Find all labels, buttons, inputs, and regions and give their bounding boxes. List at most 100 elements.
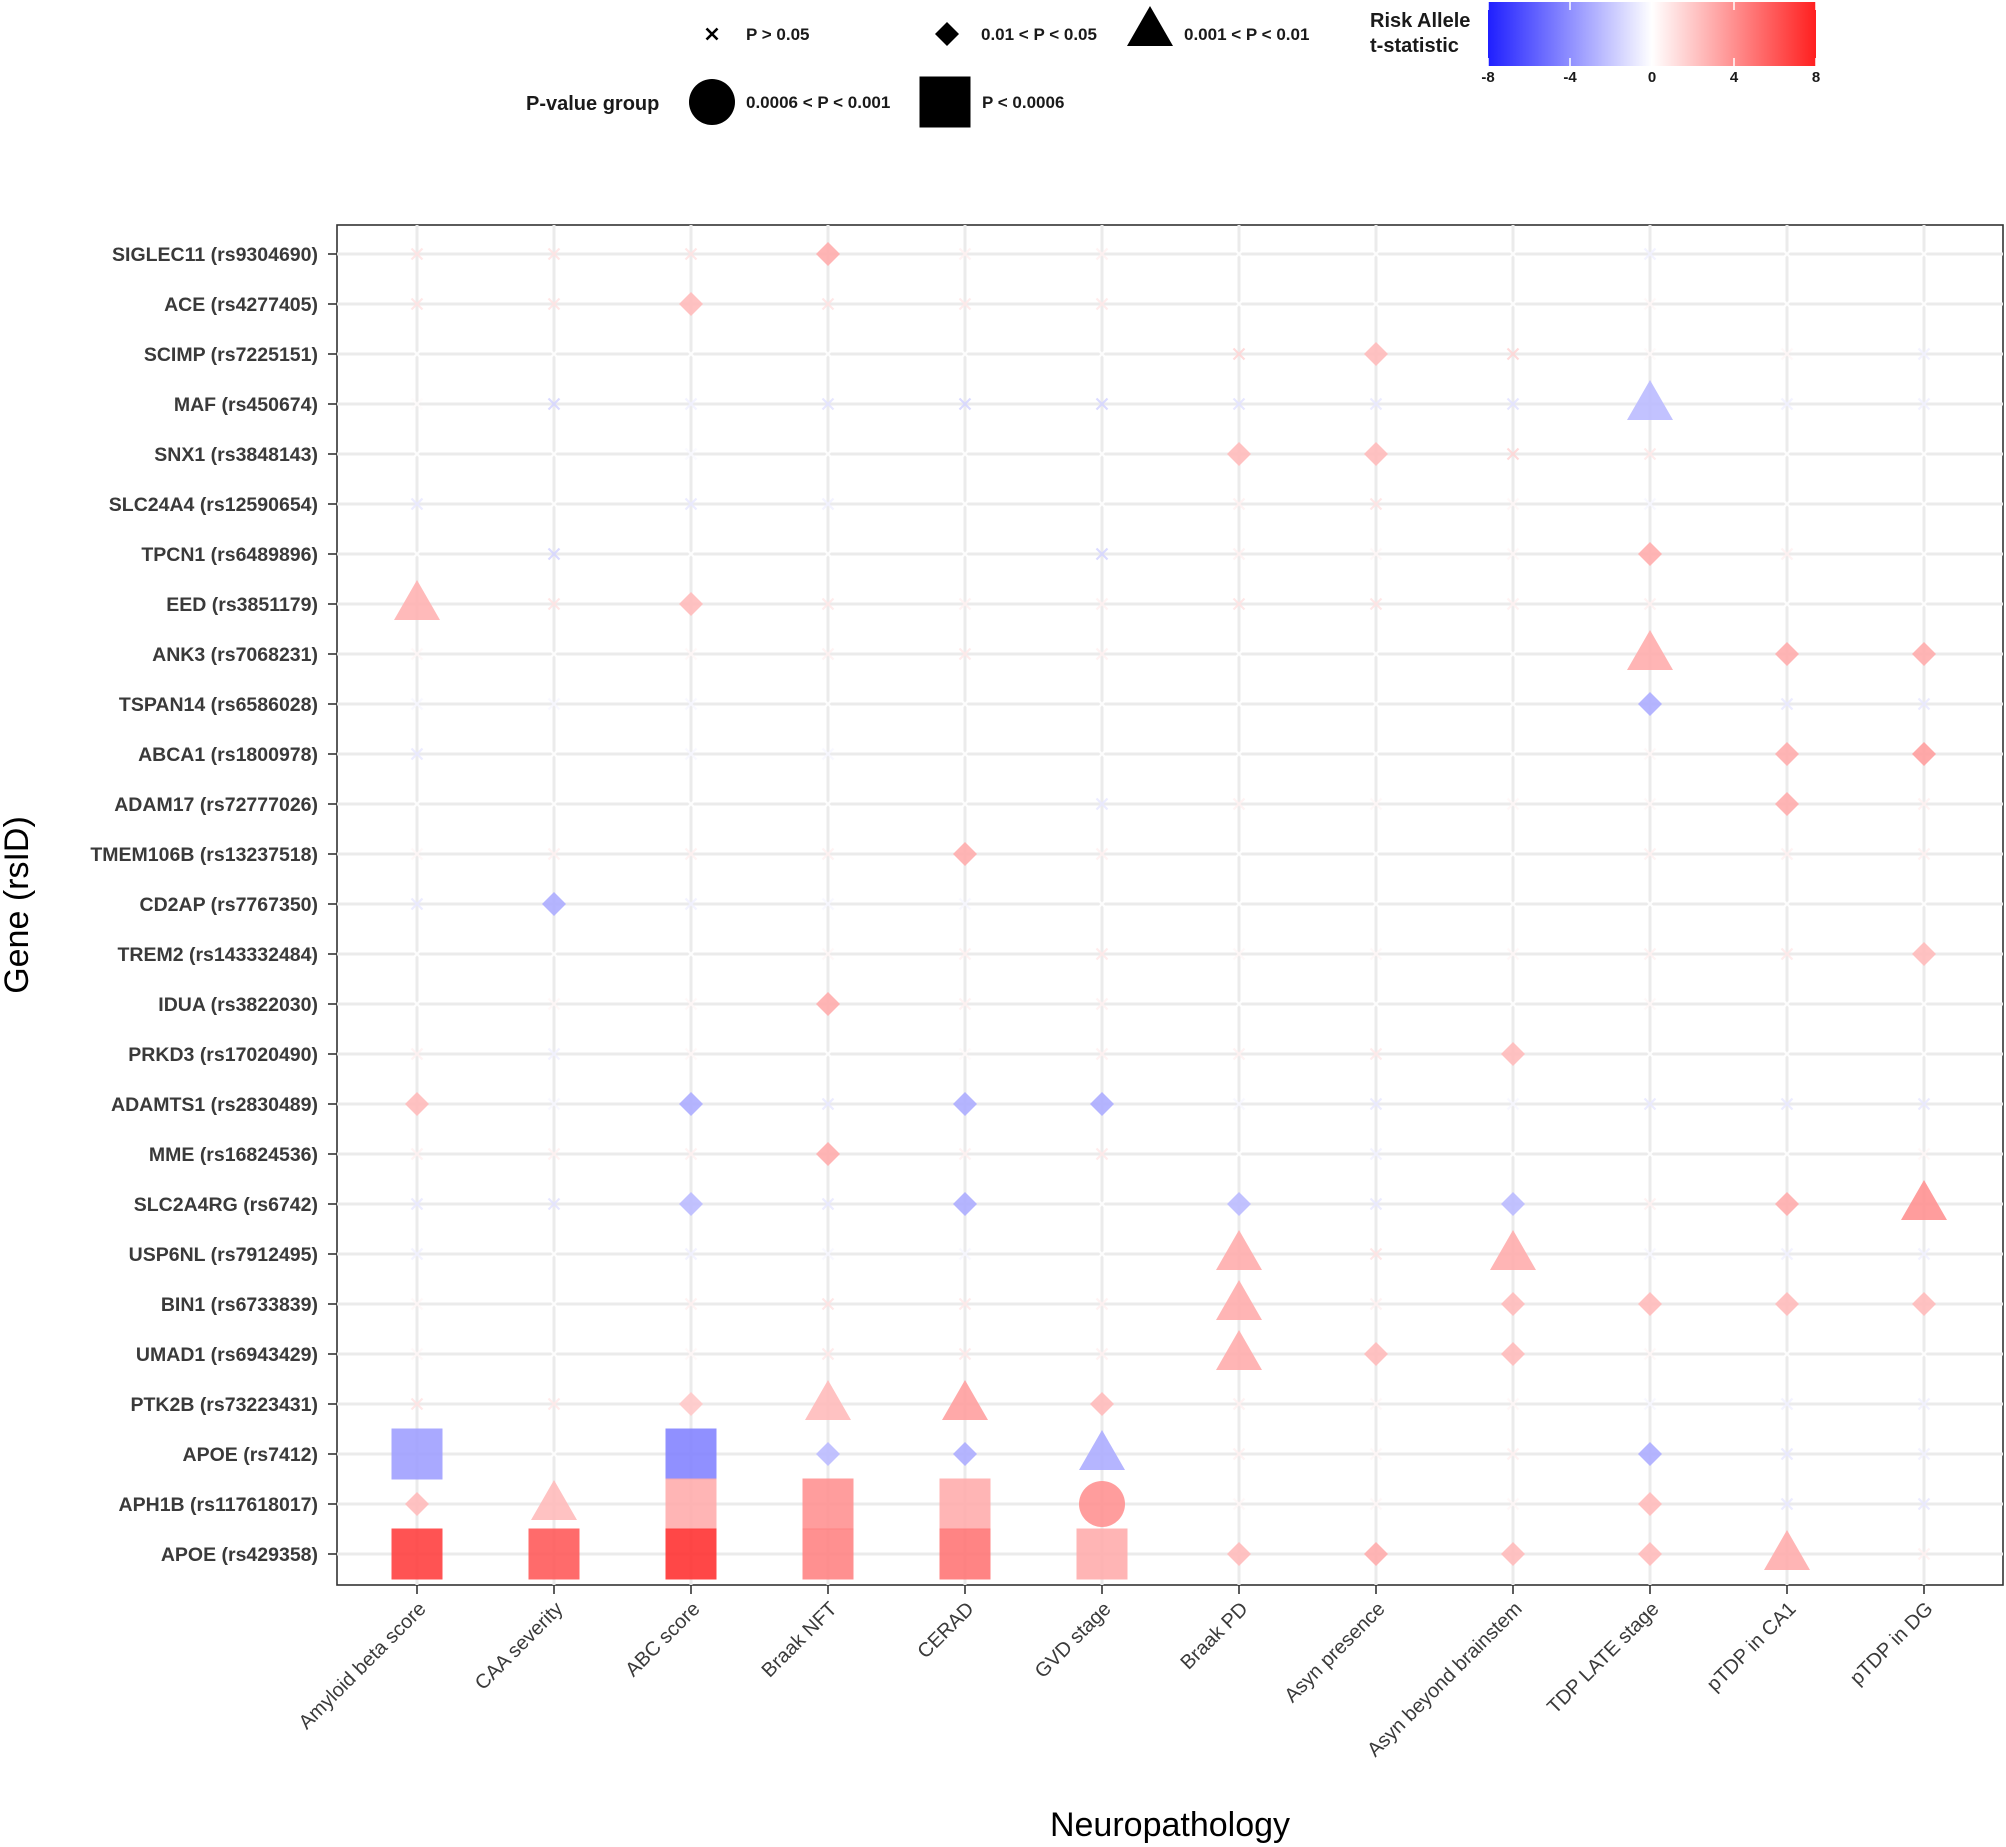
data-point bbox=[1369, 697, 1383, 711]
y-tick-label: SLC2A4RG (rs6742) bbox=[134, 1194, 318, 1216]
data-point bbox=[1506, 647, 1520, 661]
data-point bbox=[1364, 1542, 1388, 1566]
data-point bbox=[410, 347, 424, 361]
data-point bbox=[1917, 597, 1931, 611]
data-point bbox=[547, 697, 561, 711]
data-point bbox=[1917, 697, 1931, 711]
legend-key-shape bbox=[705, 27, 719, 41]
data-point bbox=[1369, 1147, 1383, 1161]
data-point bbox=[1501, 1042, 1525, 1066]
data-point bbox=[1506, 547, 1520, 561]
x-tick-label: Braak NFT bbox=[758, 1598, 842, 1682]
data-point bbox=[1369, 1097, 1383, 1111]
data-point bbox=[528, 1528, 580, 1580]
data-point bbox=[1369, 297, 1383, 311]
data-point bbox=[410, 247, 424, 261]
data-point bbox=[1369, 397, 1383, 411]
data-point bbox=[1095, 247, 1109, 261]
data-point bbox=[1095, 647, 1109, 661]
data-point bbox=[410, 397, 424, 411]
data-point bbox=[1917, 1547, 1931, 1561]
data-point bbox=[958, 897, 972, 911]
data-point bbox=[821, 1247, 835, 1261]
data-point bbox=[816, 992, 840, 1016]
data-point bbox=[547, 797, 561, 811]
data-point bbox=[953, 842, 977, 866]
data-point bbox=[1506, 447, 1520, 461]
data-point bbox=[1227, 1192, 1251, 1216]
y-tick-label: SLC24A4 (rs12590654) bbox=[109, 494, 318, 516]
data-point bbox=[1780, 1347, 1794, 1361]
data-point bbox=[1369, 497, 1383, 511]
data-point bbox=[1775, 1292, 1799, 1316]
data-point bbox=[1643, 247, 1657, 261]
data-points bbox=[391, 242, 1947, 1580]
y-tick-label: APH1B (rs117618017) bbox=[119, 1494, 318, 1516]
data-point bbox=[958, 1297, 972, 1311]
data-point bbox=[1079, 1430, 1125, 1470]
data-point bbox=[821, 1347, 835, 1361]
data-point bbox=[547, 1397, 561, 1411]
data-point bbox=[1780, 897, 1794, 911]
color-bar-tick-label: 4 bbox=[1730, 69, 1739, 86]
data-point bbox=[816, 1442, 840, 1466]
data-point bbox=[1780, 397, 1794, 411]
data-point bbox=[953, 1442, 977, 1466]
data-point bbox=[821, 597, 835, 611]
data-point bbox=[821, 547, 835, 561]
data-point bbox=[394, 580, 440, 620]
x-tick-label: pTDP in CA1 bbox=[1703, 1598, 1801, 1696]
data-point bbox=[1232, 397, 1246, 411]
data-point bbox=[1917, 1247, 1931, 1261]
y-tick-label: ADAMTS1 (rs2830489) bbox=[111, 1094, 318, 1116]
data-point bbox=[802, 1478, 854, 1530]
data-point bbox=[1232, 997, 1246, 1011]
data-point bbox=[1369, 747, 1383, 761]
y-tick-label: TREM2 (rs143332484) bbox=[117, 944, 318, 966]
legend-key-label: 0.001 < P < 0.01 bbox=[1184, 25, 1309, 44]
data-point bbox=[1095, 897, 1109, 911]
data-point bbox=[1643, 947, 1657, 961]
data-point bbox=[547, 397, 561, 411]
data-point bbox=[1369, 597, 1383, 611]
data-point bbox=[1917, 1397, 1931, 1411]
data-point bbox=[958, 747, 972, 761]
data-point bbox=[1638, 1492, 1662, 1516]
data-point bbox=[1780, 597, 1794, 611]
p-group-legend-title: P-value group bbox=[526, 93, 659, 115]
data-point bbox=[1095, 297, 1109, 311]
data-point bbox=[684, 247, 698, 261]
data-point bbox=[1643, 897, 1657, 911]
data-point bbox=[1917, 897, 1931, 911]
data-point bbox=[1232, 897, 1246, 911]
data-point bbox=[821, 947, 835, 961]
data-point bbox=[1643, 847, 1657, 861]
data-point bbox=[1917, 997, 1931, 1011]
data-point bbox=[1506, 1097, 1520, 1111]
data-point bbox=[547, 447, 561, 461]
data-point bbox=[679, 592, 703, 616]
data-point bbox=[684, 897, 698, 911]
data-point bbox=[547, 847, 561, 861]
data-point bbox=[410, 647, 424, 661]
data-point bbox=[805, 1380, 851, 1420]
x-tick-label: ABC score bbox=[621, 1598, 704, 1681]
data-point bbox=[1095, 997, 1109, 1011]
data-point bbox=[1506, 997, 1520, 1011]
data-point bbox=[1369, 997, 1383, 1011]
data-point bbox=[547, 297, 561, 311]
data-point bbox=[1232, 497, 1246, 511]
data-point bbox=[1775, 642, 1799, 666]
data-point bbox=[958, 697, 972, 711]
y-tick-label: ADAM17 (rs72777026) bbox=[114, 794, 318, 816]
data-point bbox=[1232, 647, 1246, 661]
data-point bbox=[547, 1247, 561, 1261]
y-tick-label: IDUA (rs3822030) bbox=[158, 994, 318, 1016]
data-point bbox=[821, 297, 835, 311]
x-axis-title: Neuropathology bbox=[1050, 1806, 1290, 1844]
data-point bbox=[958, 597, 972, 611]
y-tick-label: TSPAN14 (rs6586028) bbox=[119, 694, 318, 716]
data-point bbox=[1369, 1297, 1383, 1311]
data-point bbox=[1780, 1147, 1794, 1161]
data-point bbox=[1506, 1497, 1520, 1511]
